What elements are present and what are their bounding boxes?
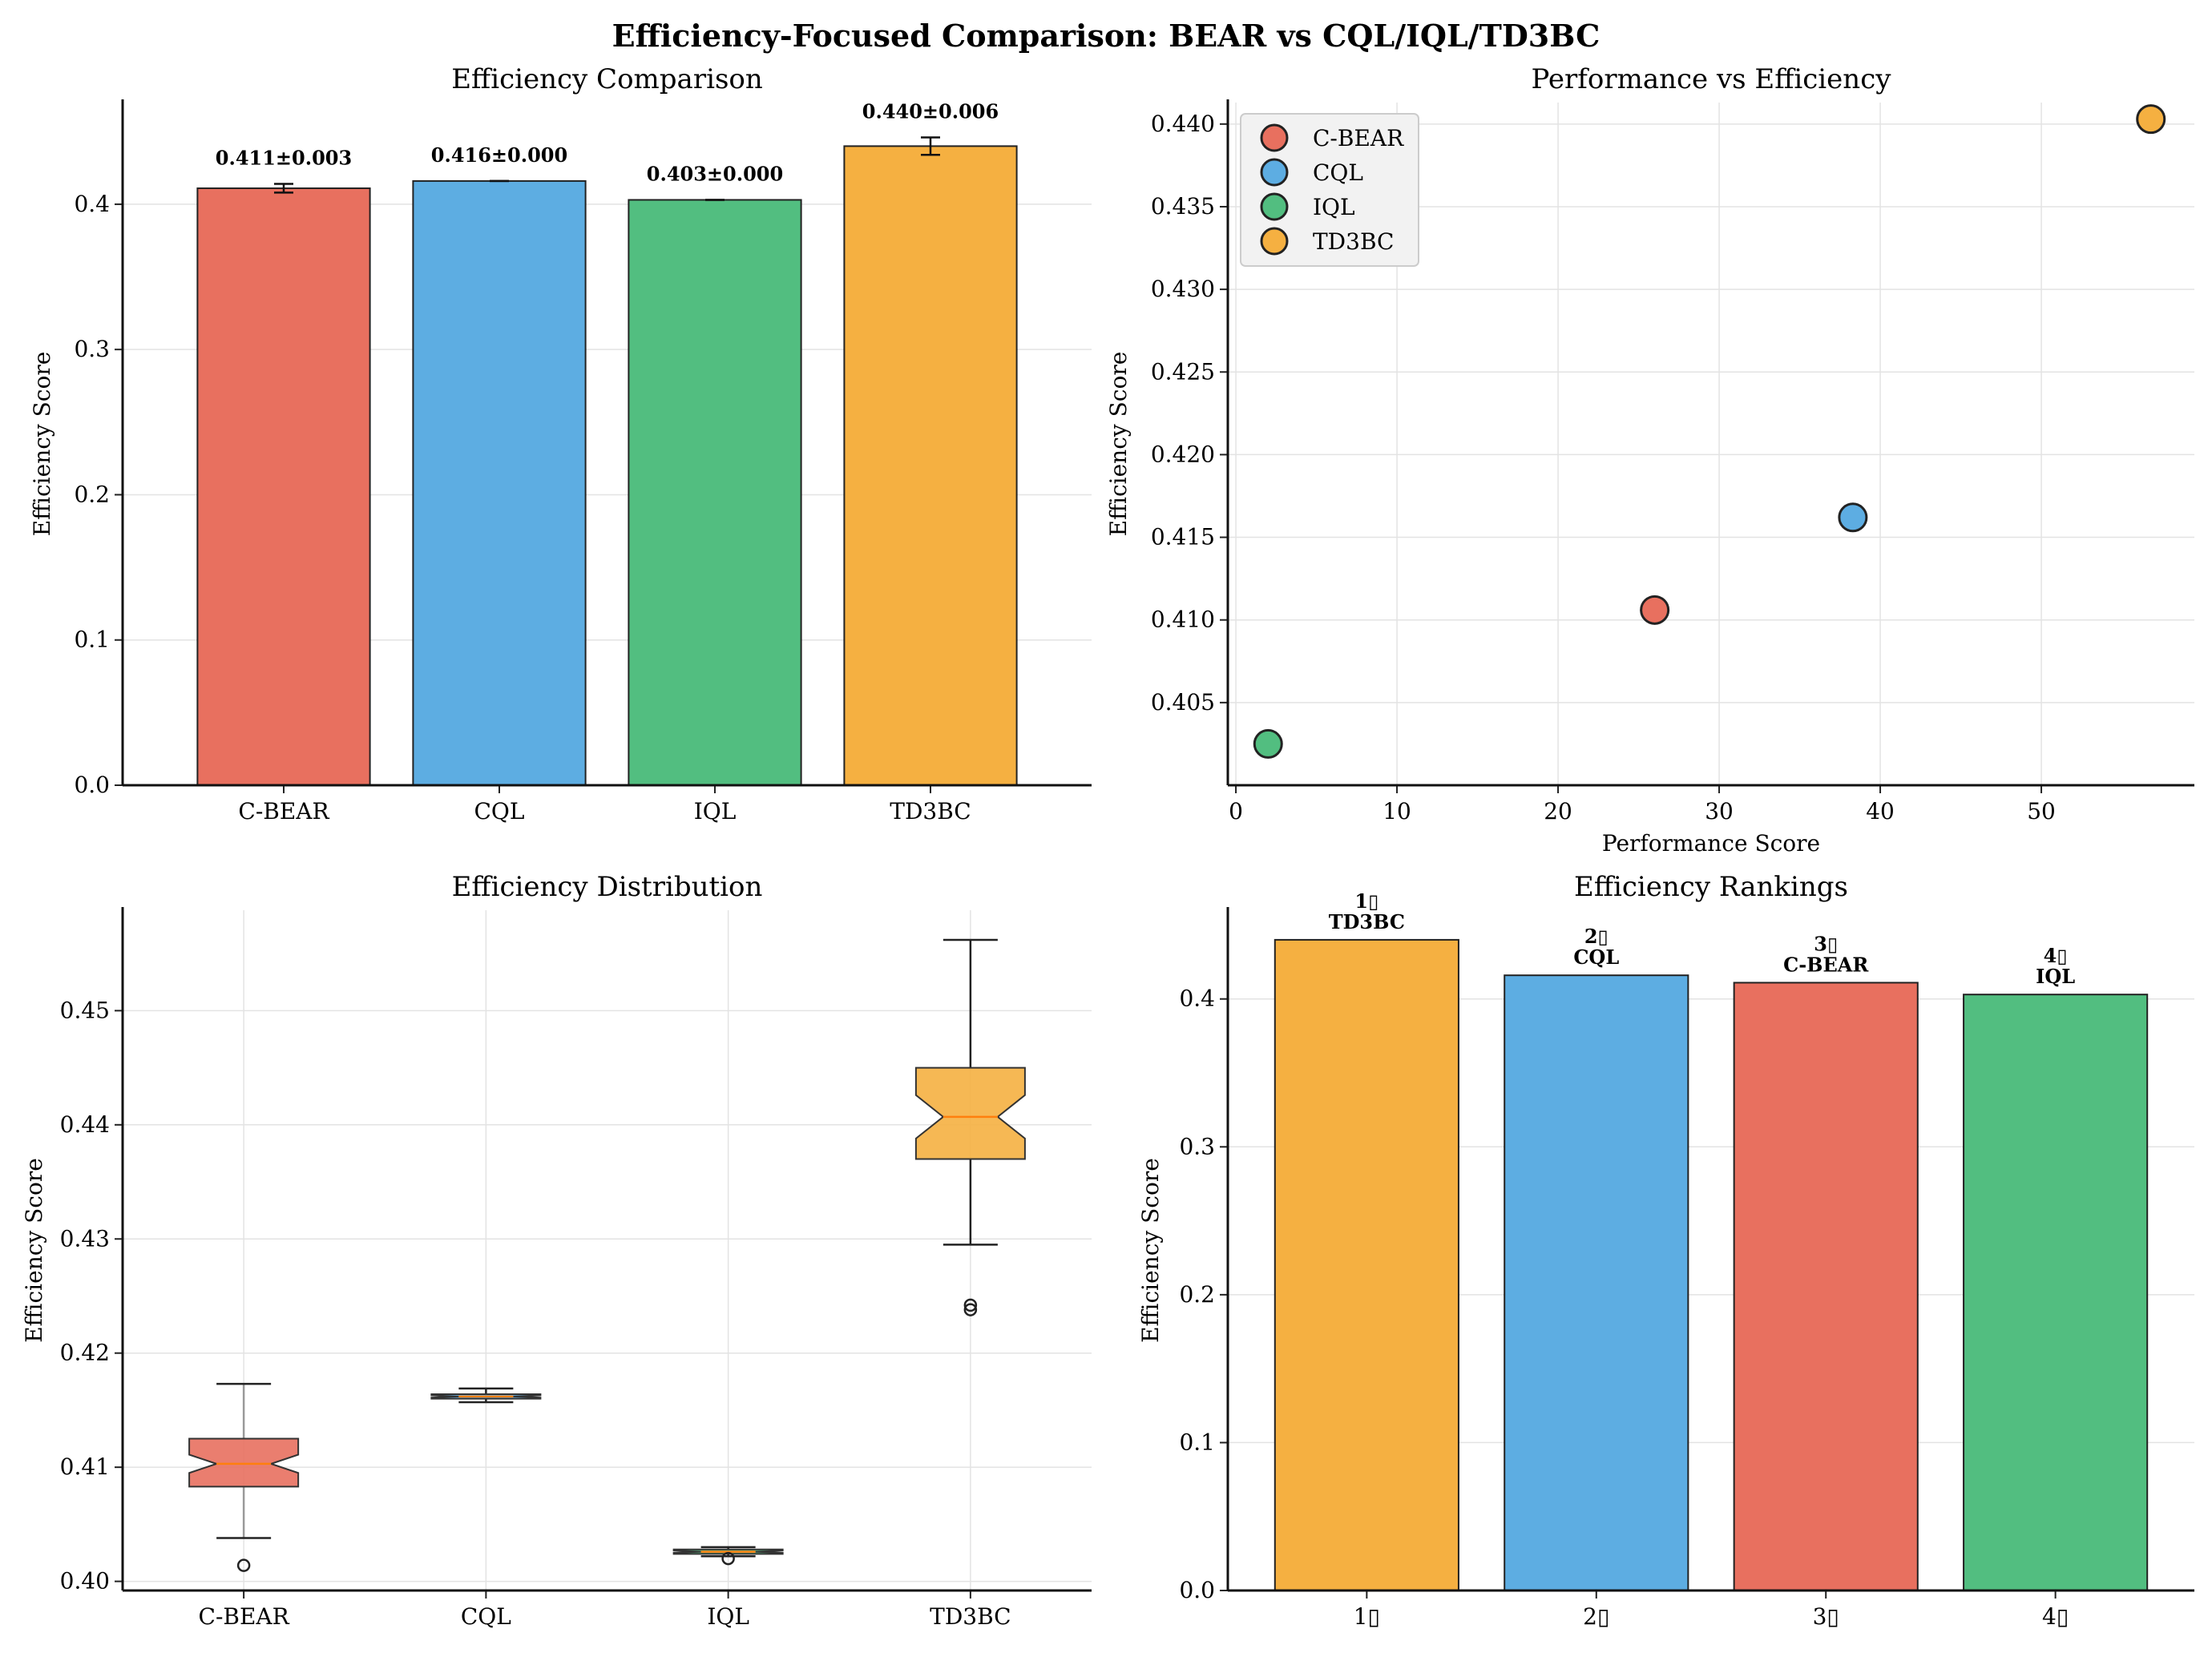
- rank-name-label: TD3BC: [1329, 910, 1405, 933]
- y-tick-label: 0.415: [1151, 524, 1215, 550]
- y-tick-label: 0.44: [60, 1111, 110, 1138]
- x-tick-label: CQL: [461, 1603, 511, 1630]
- y-tick-label: 0.42: [60, 1340, 110, 1366]
- rank-bar-c-bear: [1733, 982, 1919, 1592]
- x-tick-label: 20: [1544, 798, 1572, 824]
- legend-marker-cql: [1260, 158, 1289, 187]
- x-tick-label: IQL: [694, 798, 737, 824]
- y-tick-label: 0.41: [60, 1453, 110, 1480]
- x-tick-label: 0: [1229, 798, 1243, 824]
- bar-value-label: 0.416±0.000: [431, 143, 567, 167]
- bar-cql: [412, 179, 587, 787]
- outlier-point: [963, 1298, 978, 1312]
- performance-vs-efficiency-panel: Performance vs Efficiency 0.405 0.410 0.415…: [1105, 63, 2194, 857]
- rank-name-label: C-BEAR: [1783, 953, 1869, 976]
- x-tick-label: 4▯: [2042, 1603, 2069, 1630]
- rank-bar-td3bc: [1274, 938, 1459, 1592]
- y-tick-label: 0.420: [1151, 441, 1215, 467]
- x-tick-label: TD3BC: [930, 1603, 1011, 1630]
- bar-iql: [628, 199, 802, 786]
- rank-bar-cql: [1504, 974, 1689, 1592]
- efficiency-distribution-panel: Efficiency Distribution 0.40 0.41 0.42 0.43 0…: [21, 871, 1092, 1630]
- rank-label: 1▯: [1354, 889, 1378, 913]
- bar-value-label: 0.403±0.000: [647, 162, 783, 185]
- x-tick-label: 40: [1866, 798, 1895, 824]
- rank-name-label: CQL: [1573, 945, 1619, 969]
- y-tick-label: 0.40: [60, 1568, 110, 1595]
- y-tick-label: 0.4: [74, 191, 110, 217]
- x-tick-label: 50: [2027, 798, 2056, 824]
- bar-value-label: 0.411±0.003: [216, 147, 352, 170]
- x-tick-label: 3▯: [1813, 1603, 1839, 1630]
- y-tick-label: 0.45: [60, 997, 110, 1023]
- bar-c-bear: [196, 187, 371, 786]
- legend-label: CQL: [1313, 159, 1363, 186]
- legend-box: [1240, 113, 1419, 267]
- legend-marker-c-bear: [1260, 123, 1289, 152]
- rank-label: 4▯: [2044, 944, 2068, 967]
- rank-label: 2▯: [1584, 925, 1609, 948]
- y-tick-label: 0.440: [1151, 111, 1215, 137]
- legend-label: TD3BC: [1313, 228, 1394, 255]
- point-cql: [1838, 502, 1868, 533]
- outlier-point: [236, 1558, 251, 1572]
- x-tick-label: C-BEAR: [199, 1603, 290, 1630]
- y-tick-label: 0.405: [1151, 689, 1215, 716]
- y-tick-label: 0.410: [1151, 607, 1215, 633]
- x-tick-label: TD3BC: [890, 798, 971, 824]
- y-axis-label: Efficiency Score: [29, 352, 55, 537]
- y-tick-label: 0.4: [1179, 986, 1215, 1012]
- point-td3bc: [2136, 104, 2166, 135]
- bar-td3bc: [843, 145, 1018, 786]
- legend-label: C-BEAR: [1313, 125, 1404, 151]
- outlier-point: [963, 1303, 978, 1316]
- y-axis-label: Efficiency Score: [1137, 1158, 1164, 1343]
- x-axis-label: Performance Score: [1602, 830, 1820, 857]
- x-tick-label: 30: [1705, 798, 1734, 824]
- rank-label: 3▯: [1814, 932, 1838, 955]
- point-iql: [1253, 728, 1283, 759]
- figure-suptitle: Efficiency-Focused Comparison: BEAR vs C…: [612, 18, 1600, 54]
- x-tick-label: 2▯: [1583, 1603, 1609, 1630]
- y-tick-label: 0.425: [1151, 358, 1215, 385]
- y-tick-label: 0.0: [74, 772, 110, 798]
- y-tick-label: 0.2: [1179, 1281, 1215, 1308]
- point-c-bear: [1640, 595, 1670, 625]
- rank-bar-iql: [1963, 994, 2149, 1591]
- x-tick-label: CQL: [474, 798, 525, 824]
- panel-title: Efficiency Comparison: [451, 63, 763, 95]
- efficiency-comparison-panel: Efficiency Comparison 0.0 0.1 0.2 0.3 0.4 Effi…: [29, 63, 1092, 824]
- y-tick-label: 0.1: [1179, 1429, 1215, 1455]
- y-tick-label: 0.43: [60, 1225, 110, 1252]
- panel-title: Performance vs Efficiency: [1532, 63, 1892, 95]
- rank-name-label: IQL: [2036, 965, 2075, 988]
- x-tick-label: 1▯: [1354, 1603, 1380, 1630]
- y-tick-label: 0.3: [1179, 1133, 1215, 1159]
- legend-marker-iql: [1260, 192, 1289, 221]
- panel-title: Efficiency Distribution: [452, 871, 763, 903]
- box-td3bc: [914, 1066, 1026, 1160]
- panel-title: Efficiency Rankings: [1574, 871, 1848, 903]
- y-tick-label: 0.435: [1151, 193, 1215, 220]
- y-tick-label: 0.1: [74, 627, 110, 653]
- y-tick-label: 0.2: [74, 481, 110, 507]
- box-c-bear: [188, 1437, 300, 1488]
- bar-value-label: 0.440±0.006: [862, 100, 999, 123]
- x-tick-label: 10: [1382, 798, 1411, 824]
- x-tick-label: IQL: [707, 1603, 749, 1630]
- y-tick-label: 0.0: [1179, 1577, 1215, 1603]
- efficiency-rankings-panel: Efficiency Rankings 0.0 0.1 0.2 0.3 0.4 Effici…: [1137, 871, 2194, 1630]
- y-axis-label: Efficiency Score: [1105, 352, 1132, 537]
- y-tick-label: 0.3: [74, 336, 110, 362]
- legend-label: IQL: [1313, 194, 1355, 220]
- y-tick-label: 0.430: [1151, 276, 1215, 302]
- x-tick-label: C-BEAR: [238, 798, 329, 824]
- outlier-point: [721, 1551, 735, 1566]
- legend-marker-td3bc: [1260, 227, 1289, 256]
- y-axis-label: Efficiency Score: [21, 1158, 47, 1343]
